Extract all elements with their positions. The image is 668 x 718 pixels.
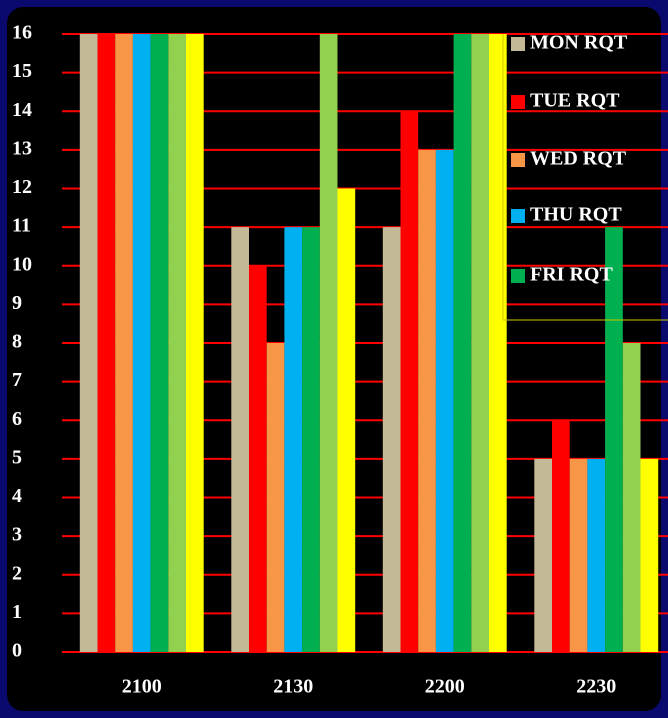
legend-swatch (511, 209, 525, 223)
y-tick-label: 16 (12, 22, 32, 44)
y-tick-label: 9 (12, 292, 22, 314)
bar (587, 458, 606, 652)
bar (319, 34, 338, 652)
bar (115, 34, 133, 652)
x-tick-label: 2130 (273, 676, 313, 698)
legend-swatch (511, 153, 525, 167)
bar (418, 149, 436, 652)
bar (453, 34, 472, 652)
y-tick-label: 3 (12, 524, 22, 546)
y-tick-label: 0 (12, 640, 22, 662)
bar (552, 420, 570, 652)
legend-swatch (511, 37, 525, 51)
y-tick-label: 8 (12, 331, 22, 353)
bar (249, 265, 267, 652)
y-tick-label: 11 (12, 215, 31, 237)
bar (622, 343, 641, 652)
legend-label: FRI RQT (530, 264, 613, 286)
y-tick-label: 12 (12, 176, 32, 198)
legend-label: MON RQT (530, 32, 628, 54)
y-tick-label: 13 (12, 137, 32, 159)
bar (79, 34, 98, 652)
x-tick-label: 2100 (122, 676, 162, 698)
bar (132, 34, 151, 652)
bar (400, 111, 419, 652)
bar (186, 34, 204, 652)
bar (435, 149, 454, 652)
y-tick-label: 15 (12, 60, 32, 82)
y-tick-label: 6 (12, 408, 22, 430)
bar (302, 227, 320, 652)
y-tick-label: 14 (12, 99, 32, 121)
y-tick-label: 5 (12, 446, 22, 468)
y-tick-label: 4 (12, 485, 22, 507)
bar (168, 34, 186, 652)
bar (97, 34, 116, 652)
legend-swatch (511, 269, 525, 283)
y-tick-label: 2 (12, 562, 22, 584)
bar (569, 458, 588, 652)
bar (382, 227, 401, 652)
y-tick-label: 10 (12, 253, 32, 275)
legend-label: THU RQT (530, 204, 622, 226)
legend-swatch (511, 95, 525, 109)
y-tick-label: 7 (12, 369, 22, 391)
legend-label: WED RQT (530, 148, 627, 170)
bar (534, 458, 552, 652)
y-tick-label: 1 (12, 601, 22, 623)
bar (640, 458, 659, 652)
bar (284, 227, 303, 652)
x-tick-label: 2200 (425, 676, 465, 698)
legend-label: TUE RQT (530, 90, 620, 112)
bar (605, 227, 623, 652)
bar (231, 227, 249, 652)
bar (150, 34, 169, 652)
bar (471, 34, 489, 652)
bar (337, 188, 356, 652)
bar (489, 34, 507, 652)
bar (266, 343, 285, 652)
x-tick-label: 2230 (576, 676, 616, 698)
